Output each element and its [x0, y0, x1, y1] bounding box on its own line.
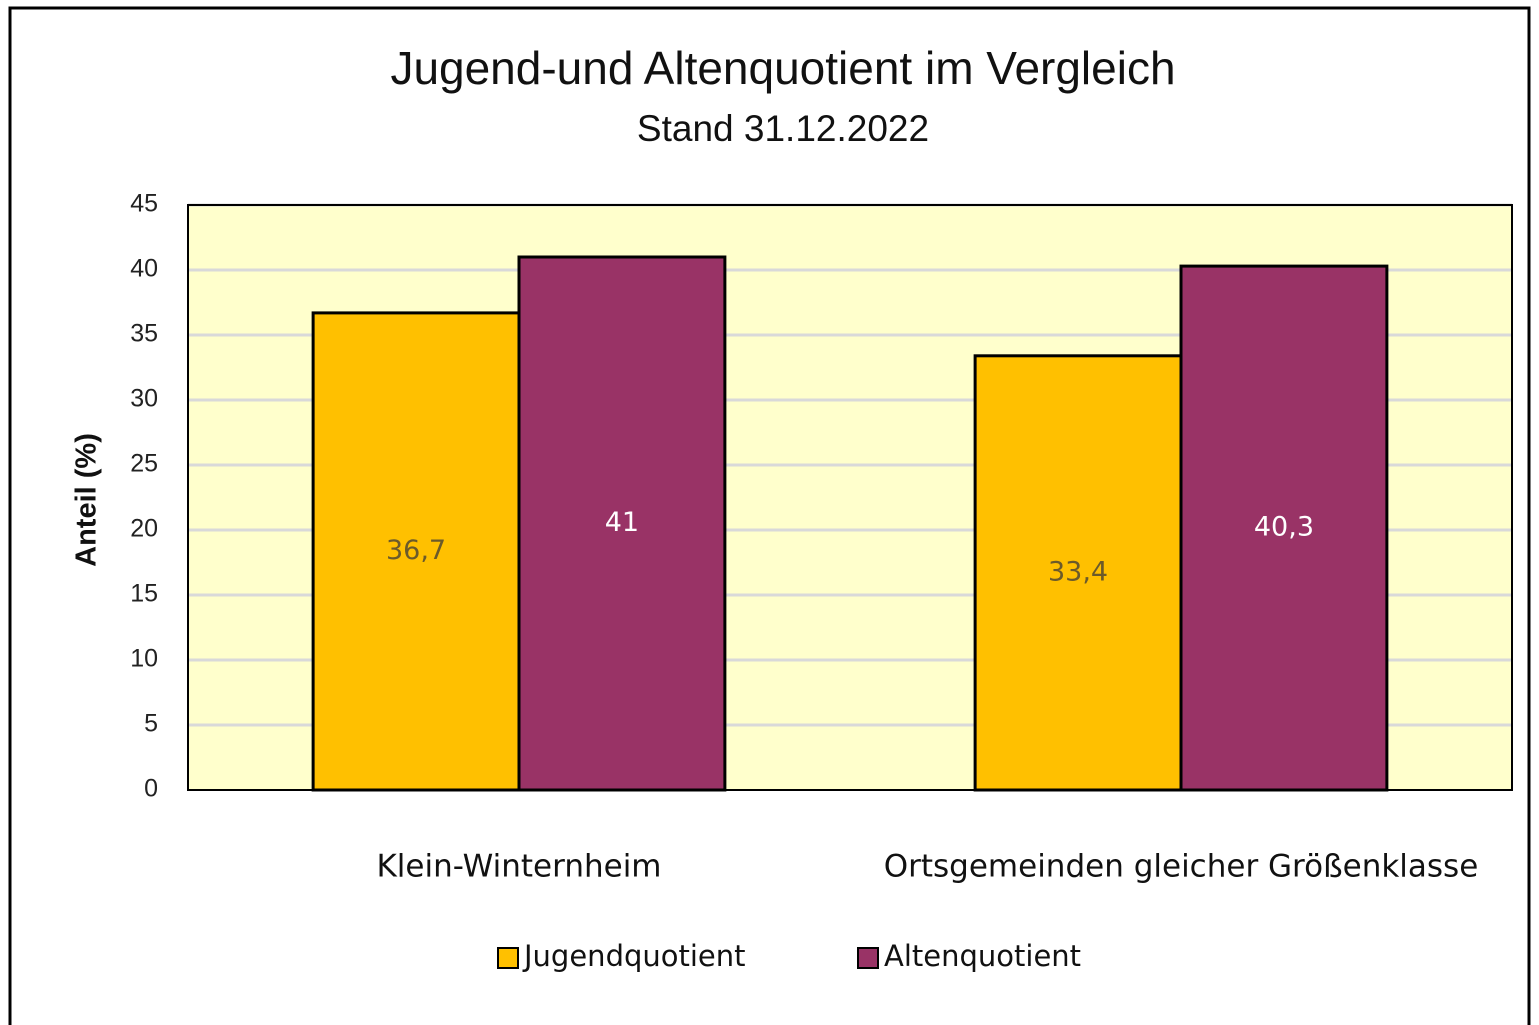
y-tick-label: 0 [144, 775, 158, 803]
legend-label: Altenquotient [884, 939, 1081, 973]
y-tick-label: 5 [144, 710, 158, 738]
y-tick-label: 45 [130, 190, 158, 218]
y-tick-label: 25 [130, 450, 158, 478]
y-tick-label: 20 [130, 515, 158, 543]
bar [1179, 264, 1389, 792]
data-label: 40,3 [1254, 512, 1314, 543]
chart-title: Jugend-und Altenquotient im Vergleich [390, 42, 1175, 94]
legend-swatch [497, 947, 519, 969]
bar [973, 354, 1183, 792]
legend-label: Jugendquotient [522, 939, 746, 973]
chart-subtitle: Stand 31.12.2022 [637, 108, 929, 149]
y-tick-label: 35 [130, 320, 158, 348]
x-tick-label: Klein-Winternheim [376, 849, 661, 885]
data-label: 36,7 [386, 535, 446, 566]
bar [311, 311, 521, 792]
y-tick-label: 40 [130, 255, 158, 283]
y-axis-label: Anteil (%) [71, 433, 103, 567]
plot-border [187, 204, 1513, 791]
x-tick-label: Ortsgemeinden gleicher Größenklasse [884, 849, 1479, 885]
y-tick-label: 30 [130, 385, 158, 413]
y-tick-label: 10 [130, 645, 158, 673]
data-label: 41 [605, 507, 639, 538]
legend-swatch [857, 947, 879, 969]
bar [517, 255, 727, 792]
data-label: 33,4 [1048, 556, 1108, 587]
y-tick-label: 15 [130, 580, 158, 608]
